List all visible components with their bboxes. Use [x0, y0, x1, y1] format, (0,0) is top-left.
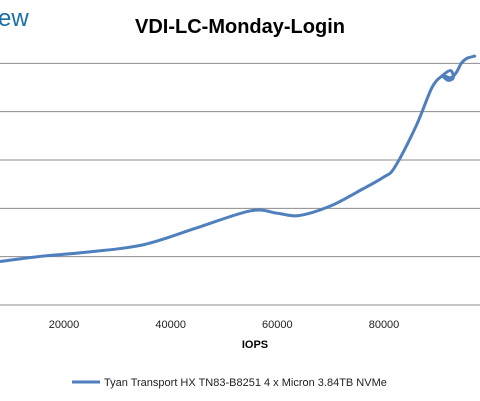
x-tick-labels: 20000 40000 60000 80000 — [49, 319, 400, 331]
x-tick-label: 40000 — [155, 319, 186, 331]
logo-fragment: ew — [0, 5, 29, 32]
x-tick-label: 80000 — [369, 319, 400, 331]
legend: Tyan Transport HX TN83-B8251 4 x Micron … — [72, 377, 387, 389]
legend-label: Tyan Transport HX TN83-B8251 4 x Micron … — [104, 377, 387, 389]
gridlines — [0, 62, 480, 258]
series-line — [0, 54, 477, 263]
x-axis-title: IOPS — [242, 339, 268, 351]
x-tick-label: 60000 — [262, 319, 293, 331]
x-tick-label: 20000 — [49, 319, 80, 331]
chart-title: VDI-LC-Monday-Login — [135, 16, 345, 38]
